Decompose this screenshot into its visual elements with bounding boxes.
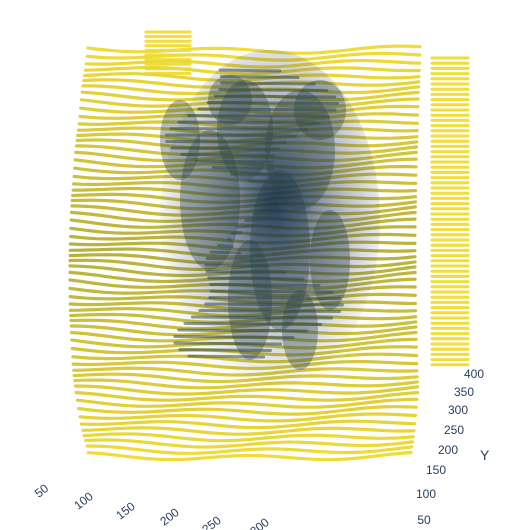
interior-line xyxy=(220,70,280,71)
y-tick-label: 50 xyxy=(417,513,431,527)
interior-line xyxy=(208,103,337,104)
x-tick-label: 0 xyxy=(0,457,3,472)
interior-line xyxy=(211,285,319,286)
interior-line xyxy=(171,129,307,130)
interior-line xyxy=(179,122,319,123)
interior-line xyxy=(167,135,296,136)
y-tick-label: 400 xyxy=(464,367,484,381)
interior-line xyxy=(221,77,298,78)
x-tick-label: 250 xyxy=(199,513,224,530)
interior-line xyxy=(185,324,321,325)
y-tick-label: 250 xyxy=(444,423,464,437)
interior-line xyxy=(210,298,340,299)
interior-blob xyxy=(160,100,200,180)
interior-line xyxy=(263,207,279,208)
y-tick-label: 200 xyxy=(438,443,458,457)
interior-line xyxy=(175,337,293,338)
x-tick-label: 300 xyxy=(247,515,272,530)
interior-line xyxy=(199,109,335,110)
interior-line xyxy=(206,304,343,305)
y-axis-title: Y xyxy=(480,447,490,463)
interior-line xyxy=(211,252,240,253)
y-tick-label: 100 xyxy=(416,487,436,501)
y-axis-ticks: 50 100 150 200 250 300 350 400 xyxy=(416,367,484,527)
interior-line xyxy=(211,291,331,292)
right-edge-panel xyxy=(432,58,468,365)
interior-line xyxy=(229,239,230,240)
interior-line xyxy=(189,356,264,357)
interior-line xyxy=(175,343,280,344)
interior-line xyxy=(167,142,286,143)
interior-line xyxy=(222,83,315,84)
interior-line xyxy=(196,161,272,162)
x-tick-label: 200 xyxy=(157,505,182,529)
interior-blob xyxy=(310,210,350,310)
slice-line xyxy=(87,446,412,453)
interior-line xyxy=(255,213,275,214)
interior-line xyxy=(206,265,267,266)
y-tick-label: 300 xyxy=(448,403,468,417)
slice-line xyxy=(77,399,417,407)
y-tick-label: 350 xyxy=(454,385,474,399)
x-tick-label: 50 xyxy=(32,481,51,500)
interior-line xyxy=(232,233,241,234)
interior-line xyxy=(246,220,265,221)
x-tick-label: 100 xyxy=(71,489,96,513)
interior-line xyxy=(249,181,276,182)
interior-line xyxy=(200,311,340,312)
interior-line xyxy=(270,200,280,201)
y-tick-label: 150 xyxy=(426,463,446,477)
x-axis-ticks: 0 50 100 150 200 250 300 xyxy=(0,457,272,530)
interior-line xyxy=(189,116,329,117)
interior-line xyxy=(264,187,276,188)
interior-structures xyxy=(160,50,380,390)
interior-line xyxy=(172,148,279,149)
interior-line xyxy=(232,174,275,175)
x-tick-label: 150 xyxy=(113,499,138,523)
interior-line xyxy=(179,330,307,331)
interior-line xyxy=(209,278,303,279)
interior-line xyxy=(213,168,272,169)
interior-line xyxy=(220,90,327,91)
interior-line xyxy=(207,259,252,260)
interior-line xyxy=(180,350,271,351)
interior-line xyxy=(218,246,232,247)
interior-line xyxy=(215,96,335,97)
interior-line xyxy=(207,272,285,273)
interior-line xyxy=(238,226,254,227)
interior-line xyxy=(192,317,331,318)
interior-line xyxy=(182,155,274,156)
